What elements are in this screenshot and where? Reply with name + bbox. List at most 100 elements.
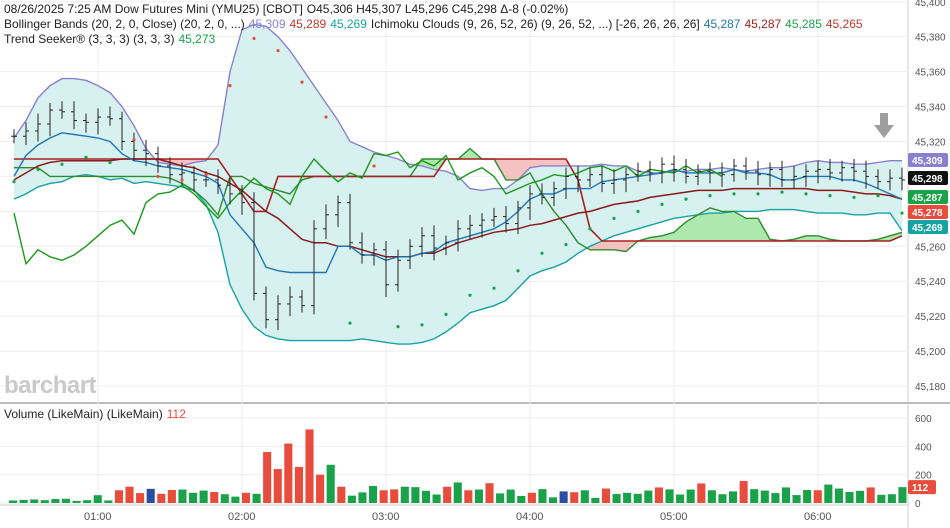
ohlc-bar (671, 155, 677, 182)
legend-ichi-kijun: 45,287 (744, 17, 782, 31)
ohlc-bar (59, 101, 65, 119)
volume-bar (718, 494, 727, 503)
volume-bar (803, 489, 812, 503)
volume-bar (834, 488, 843, 503)
ohlc-bar (299, 289, 305, 313)
ohlc-bar (35, 113, 41, 142)
y-tick-label: 45,380 (915, 33, 946, 44)
down-arrow-icon[interactable] (873, 113, 895, 139)
trend-seeker-dot (276, 49, 280, 53)
volume-bar (210, 491, 219, 503)
legend-bb[interactable]: Bollinger Bands (20, 2, 0, Close) (20, 2… (4, 17, 245, 31)
ohlc-bar (599, 165, 605, 193)
volume-bar (644, 490, 653, 503)
price-tag-label: 45,309 (912, 156, 943, 167)
trend-seeker-dot (636, 209, 640, 213)
ohlc-bar (695, 164, 701, 186)
volume-bar (549, 497, 558, 503)
volume-bar (157, 493, 166, 503)
cloud-segment (686, 214, 698, 242)
trend-seeker-dot (588, 227, 592, 231)
volume-bar (178, 489, 187, 503)
ohlc-bar (83, 113, 89, 133)
ohlc-bar (899, 167, 905, 191)
trend-seeker-dot (564, 242, 568, 247)
price-tag-label: 45,269 (912, 223, 943, 234)
trend-seeker-dot (540, 251, 544, 255)
legend-ts-value: 45,273 (178, 32, 216, 46)
ohlc-bar (71, 101, 77, 130)
volume-label[interactable]: Volume (LikeMain) (LikeMain) (4, 407, 163, 421)
ohlc-bar (827, 158, 833, 180)
volume-bar (453, 482, 462, 503)
volume-bar (51, 499, 60, 503)
price-tag-label: 45,287 (912, 193, 943, 204)
volume-bar (570, 492, 579, 503)
volume-bar (125, 486, 134, 503)
volume-bar (411, 487, 420, 503)
volume-bar (866, 487, 875, 503)
ohlc-bar (263, 286, 269, 329)
x-tick-label: 02:00 (228, 511, 256, 523)
volume-bar (591, 497, 600, 503)
ohlc-bar (815, 160, 821, 184)
ohlc-bar (803, 164, 809, 187)
volume-bar (612, 493, 621, 503)
volume-bar (771, 493, 780, 503)
volume-bar (220, 494, 229, 503)
volume-bar (167, 489, 176, 503)
price-tag: 45,298 (908, 171, 948, 185)
trend-seeker-dot (252, 36, 256, 41)
bollinger-band-fill (14, 24, 902, 345)
volume-bar (72, 500, 81, 503)
volume-bar (19, 499, 28, 503)
ohlc-bar (335, 195, 341, 228)
trend-seeker-dot (396, 325, 400, 329)
ohlc-bar (275, 295, 281, 331)
y-tick-label: 45,400 (915, 0, 946, 9)
chikou-line (13, 151, 723, 266)
legend-line-1: 08/26/2025 7:25 AM Dow Futures Mini (YMU… (4, 2, 572, 17)
trend-seeker-dot (852, 195, 856, 199)
trend-seeker-dot (492, 286, 496, 290)
vol-tick-label: 600 (915, 414, 932, 425)
trend-seeker-dot (228, 83, 232, 88)
ohlc-bar (863, 160, 869, 189)
vol-tick-label: 200 (915, 471, 932, 482)
volume-bar (284, 443, 293, 503)
volume-bar (400, 486, 409, 503)
y-tick-label: 45,340 (915, 103, 946, 114)
trend-seeker-dot (84, 155, 88, 159)
legend-trend-seeker[interactable]: Trend Seeker® (3, 3, 3) (3, 3, 3) (4, 32, 175, 46)
ohlc-bar (851, 158, 857, 182)
volume-bar (379, 490, 388, 503)
volume-bar (358, 492, 367, 503)
volume-bar (559, 491, 568, 503)
volume-bar (877, 494, 886, 503)
volume-bar (305, 429, 314, 503)
ohlc-bar (95, 108, 101, 135)
cloud-segment (602, 241, 614, 250)
volume-bar (30, 499, 39, 503)
price-tag-label: 45,278 (912, 208, 943, 219)
volume-bar (316, 474, 325, 503)
volume-bar (496, 493, 505, 503)
trend-seeker-dot (708, 194, 712, 198)
price-tag: 45,309 (908, 153, 948, 167)
legend-ichimoku[interactable]: Ichimoku Clouds (9, 26, 52, 26) (9, 26, … (370, 17, 700, 31)
volume-bar (633, 493, 642, 503)
ohlc-bar (371, 242, 377, 266)
trend-seeker-dot (516, 269, 520, 273)
ohlc-bar (659, 157, 665, 184)
ohlc-bar (347, 193, 353, 250)
ohlc-bar (515, 200, 521, 235)
vol-tick-label: 0 (915, 499, 921, 510)
volume-bar (824, 484, 833, 503)
volume-bar (83, 500, 92, 503)
volume-bar (231, 496, 240, 503)
price-tag-box (908, 220, 948, 234)
volume-bar (856, 490, 865, 503)
trend-seeker-dot (612, 216, 616, 220)
cloud-segment (710, 207, 722, 242)
